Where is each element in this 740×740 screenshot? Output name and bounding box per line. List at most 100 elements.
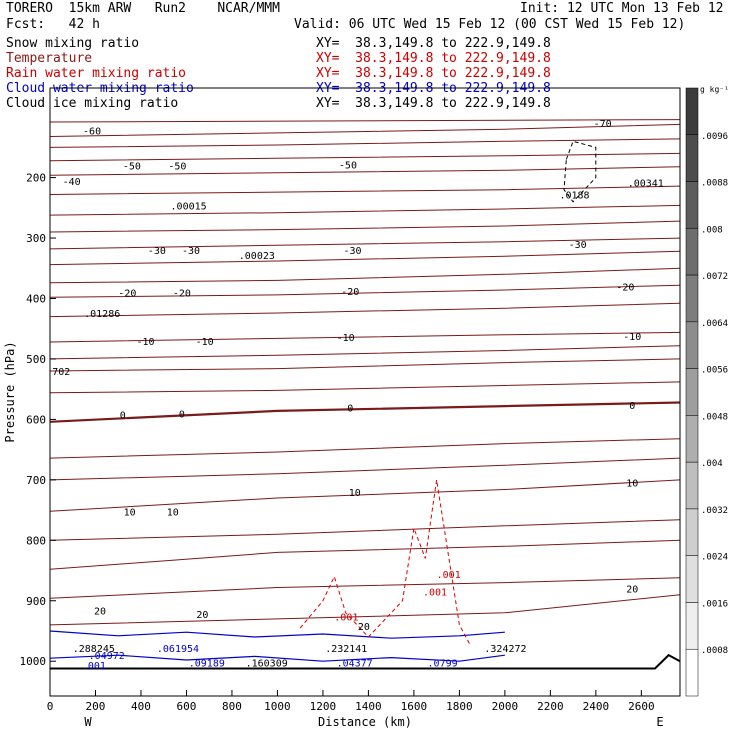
colorbar-label: .0008 — [701, 646, 728, 656]
colorbar: .0096 .0088 .008 .0072 .0064 .0056 .0048 .004 .0… — [685, 85, 729, 697]
maximum-label: .00341 — [628, 178, 664, 189]
cloud-contours — [49, 140, 681, 670]
cloud-water-contour — [49, 630, 505, 639]
colorbar-label: .0096 — [701, 132, 728, 142]
east-label: E — [656, 715, 663, 729]
colorbar-label: .0072 — [701, 272, 728, 282]
y-axis-label: Pressure (hPa) — [3, 341, 17, 442]
colorbar-swatch — [685, 508, 699, 556]
colorbar-swatch — [685, 648, 699, 697]
maximum-label: .324272 — [484, 644, 526, 655]
isotherm-label: -30 — [569, 240, 587, 251]
maximum-label: .0188 — [559, 191, 589, 202]
colorbar-swatch — [685, 87, 699, 136]
maximum-label: .01286 — [84, 309, 120, 320]
y-tick-label: 600 — [26, 413, 46, 426]
isotherm-line — [49, 284, 681, 298]
isotherm-label: -30 — [182, 246, 200, 257]
x-tick-label: 0 — [47, 700, 54, 713]
isotherm-label: -30 — [148, 246, 166, 257]
colorbar-label: .0056 — [701, 366, 728, 376]
field-name-snow: Snow mixing ratio — [6, 36, 140, 51]
colorbar-label: .0088 — [701, 179, 728, 189]
y-tick-label: 400 — [26, 293, 46, 306]
maximum-label: .061954 — [157, 644, 199, 655]
isotherm-line — [49, 166, 681, 176]
x-axis-label: Distance (km) — [318, 715, 412, 729]
isotherm-line — [49, 381, 681, 394]
y-tick-label: 900 — [26, 595, 46, 608]
isotherm-line — [49, 479, 681, 512]
x-tick-label: 1800 — [446, 700, 473, 713]
maximum-label: .160309 — [246, 658, 288, 669]
x-tick-label: 1400 — [355, 700, 382, 713]
isotherm-line — [49, 438, 681, 459]
terrain-line — [50, 653, 681, 670]
isotherm-line — [49, 594, 681, 626]
field-name-rain: Rain water mixing ratio — [6, 66, 187, 81]
isotherm-line — [49, 237, 681, 250]
isotherm-label: -50 — [123, 162, 141, 173]
field-xy-cloud-ice: XY= 38.3,149.8 to 222.9,149.8 — [316, 96, 551, 111]
maximum-label: .001 — [423, 588, 447, 599]
init-time: Init: 12 UTC Mon 13 Feb 12 — [520, 1, 724, 16]
isotherm-label: -40 — [63, 177, 81, 188]
isotherm-label: 10 — [626, 478, 638, 489]
model-title: TORERO 15km ARW Run2 NCAR/MMM — [6, 1, 280, 16]
colorbar-swatch — [685, 461, 699, 510]
isotherm-label: -50 — [168, 162, 186, 173]
isotherm-label: -20 — [173, 288, 191, 299]
colorbar-label: .0032 — [701, 506, 728, 516]
colorbar-swatch — [685, 415, 699, 463]
isotherm-label: -60 — [83, 126, 101, 137]
colorbar-label: .004 — [701, 459, 723, 469]
colorbar-swatch — [685, 602, 699, 650]
field-xy-snow: XY= 38.3,149.8 to 222.9,149.8 — [316, 36, 551, 51]
colorbar-unit: g kg⁻¹ — [700, 85, 729, 94]
x-tick-label: 600 — [177, 700, 197, 713]
colorbar-swatch — [685, 181, 699, 229]
isotherm-line — [49, 152, 681, 162]
isotherm-label: 0 — [629, 401, 635, 412]
maximum-label: .04377 — [337, 658, 373, 669]
isotherm-line — [49, 119, 681, 123]
plot-frame — [49, 87, 681, 697]
colorbar-label: .0024 — [701, 553, 728, 563]
isotherm-label: 10 — [167, 507, 179, 518]
colorbar-label: .0016 — [701, 599, 728, 609]
isotherm-line — [49, 185, 681, 195]
isotherm-line — [49, 577, 681, 599]
isotherm-line — [49, 401, 681, 423]
isotherm-label: -30 — [343, 246, 361, 257]
west-label: W — [84, 715, 92, 729]
x-tick-label: 2600 — [628, 700, 655, 713]
isotherm-line — [49, 138, 681, 148]
y-tick-label: 500 — [26, 353, 46, 366]
isotherm-label: 10 — [124, 507, 136, 518]
y-tick-label: 700 — [26, 474, 46, 487]
x-tick-label: 2000 — [492, 700, 519, 713]
isotherm-line — [49, 345, 681, 360]
rain-water-contour — [299, 479, 472, 647]
maximum-label: 702 — [52, 367, 70, 378]
isotherm-line — [49, 250, 681, 266]
colorbar-swatch — [685, 134, 699, 182]
maximum-label: .00015 — [171, 201, 207, 212]
colorbar-swatch — [685, 321, 699, 369]
isotherm-label: 20 — [358, 622, 370, 633]
forecast-hour: Fcst: 42 h — [6, 17, 100, 32]
temperature-contours — [49, 119, 681, 626]
isotherm-label: -50 — [339, 160, 357, 171]
field-xy-temperature: XY= 38.3,149.8 to 222.9,149.8 — [316, 51, 551, 66]
x-tick-label: 2400 — [583, 700, 610, 713]
colorbar-swatch — [685, 274, 699, 323]
isotherm-line — [49, 267, 681, 284]
y-tick-label: 1000 — [20, 655, 47, 668]
valid-time: Valid: 06 UTC Wed 15 Feb 12 (00 CST Wed … — [294, 17, 686, 32]
isotherm-label: -10 — [196, 337, 214, 348]
x-tick-label: 1200 — [310, 700, 337, 713]
isotherm-label: -10 — [337, 333, 355, 344]
colorbar-label: .0064 — [701, 319, 728, 329]
maximum-label: .001 — [82, 661, 106, 672]
